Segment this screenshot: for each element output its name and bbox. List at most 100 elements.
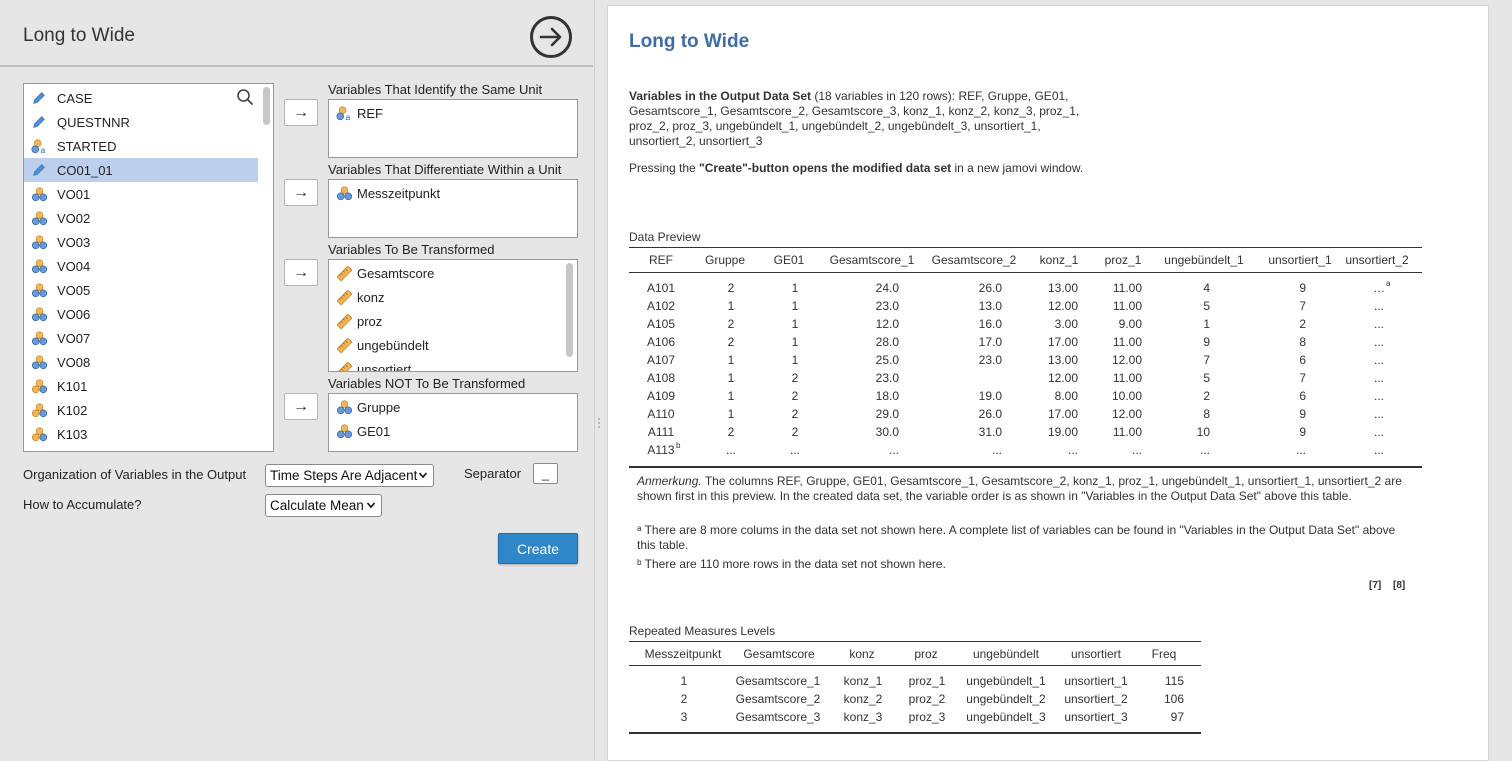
reference-7[interactable]: [7] [1369, 580, 1382, 591]
create-hint: Pressing the "Create"-button opens the m… [629, 161, 1083, 176]
preview-cell: 1 [727, 407, 735, 421]
organization-label: Organization of Variables in the Output [23, 467, 247, 482]
preview-cell: 13.00 [1047, 281, 1078, 295]
preview-cell: A109 [646, 389, 676, 403]
variable-item[interactable]: K103 [24, 422, 258, 446]
variable-item[interactable]: K102 [24, 398, 258, 422]
preview-cell: ... [1373, 371, 1384, 385]
collapse-arrow-button[interactable] [530, 16, 572, 58]
id-pencil-icon [30, 89, 48, 107]
transform-box-scrollbar[interactable] [566, 263, 573, 357]
assigned-variable[interactable]: Messzeitpunkt [335, 183, 440, 203]
preview-column-header: proz_1 [1104, 253, 1142, 267]
preview-column-header: REF [649, 253, 673, 267]
chevron-down-icon [366, 502, 376, 509]
panel-splitter[interactable] [597, 416, 601, 432]
ordinal-icon [30, 377, 48, 395]
preview-note-italic: Anmerkung. [637, 474, 702, 488]
preview-cell: 24.0 [875, 281, 899, 295]
preview-column-header: unsortiert_1 [1268, 253, 1332, 267]
move-to-differentiate-button[interactable]: → [284, 179, 318, 206]
levels-cell: unsortiert_3 [1064, 710, 1128, 724]
preview-cell: … [1373, 281, 1385, 295]
assigned-variable[interactable]: konz [335, 287, 384, 307]
preview-cell: 13.00 [1047, 353, 1078, 367]
accumulate-label: How to Accumulate? [23, 497, 142, 512]
preview-cell: A113 [647, 443, 675, 457]
variable-name: VO06 [57, 306, 91, 322]
assigned-variable[interactable]: a REF [335, 103, 383, 123]
preview-cell: 10.00 [1111, 389, 1142, 403]
levels-cell: ungebündelt_2 [966, 692, 1046, 706]
variable-item[interactable]: K101 [24, 374, 258, 398]
variable-name: VO02 [57, 210, 91, 226]
options-title: Long to Wide [23, 25, 135, 46]
preview-cell: 12.00 [1047, 371, 1078, 385]
move-to-identify-button[interactable]: → [284, 99, 318, 126]
levels-cell: Gesamtscore_1 [735, 674, 821, 688]
assigned-variable[interactable]: Gesamtscore [335, 263, 434, 283]
preview-cell: 2 [727, 317, 735, 331]
assigned-variable[interactable]: ungebündelt [335, 335, 429, 355]
preview-cell: 18.0 [875, 389, 899, 403]
move-to-transform-button[interactable]: → [284, 259, 318, 286]
accumulate-select[interactable]: Calculate Mean [265, 494, 382, 517]
variable-item[interactable]: VO04 [24, 254, 258, 278]
preview-cell: 2 [727, 425, 735, 439]
preview-cell: 5 [1203, 371, 1210, 385]
nominal-icon [30, 233, 48, 251]
preview-column-header: Gruppe [704, 253, 746, 267]
preview-cell: 2 [727, 281, 735, 295]
preview-cell: A111 [647, 425, 675, 439]
variable-item[interactable]: VO01 [24, 182, 258, 206]
nominal-icon [30, 329, 48, 347]
organization-select[interactable]: Time Steps Are Adjacent [265, 464, 434, 487]
nominal-icon [30, 257, 48, 275]
variable-item[interactable]: CO01_01 [24, 158, 258, 182]
variable-list[interactable]: K103 K102 K101 VO08 VO07 VO06 VO05 VO04 VO03 VO02… [23, 83, 274, 452]
variable-item[interactable]: VO08 [24, 350, 258, 374]
separator-input[interactable]: _ [533, 463, 558, 484]
preview-cell: 7 [1299, 371, 1306, 385]
reference-8[interactable]: [8] [1393, 580, 1406, 591]
preview-cell: 2 [791, 407, 799, 421]
levels-cell: proz_2 [908, 692, 946, 706]
identify-box[interactable]: a REF [328, 99, 578, 158]
create-button[interactable]: Create [498, 533, 578, 564]
variable-item[interactable]: VO03 [24, 230, 258, 254]
results-scrollbar-track[interactable] [1490, 5, 1512, 761]
variable-item[interactable]: CASE [24, 86, 258, 110]
assigned-variable[interactable]: unsortiert [335, 359, 411, 371]
assigned-variable[interactable]: GE01 [335, 421, 390, 441]
preview-top-rule [629, 247, 1422, 248]
variable-item[interactable]: VO06 [24, 302, 258, 326]
variable-item[interactable]: VO02 [24, 206, 258, 230]
not-transform-label: Variables NOT To Be Transformed [328, 376, 526, 391]
variable-item[interactable]: VO05 [24, 278, 258, 302]
output-vars-line1-rest: (18 variables in 120 rows): REF, Gruppe,… [811, 89, 1069, 103]
assigned-variable[interactable]: proz [335, 311, 382, 331]
search-icon[interactable] [236, 88, 254, 106]
move-to-not-transform-button[interactable]: → [284, 393, 318, 420]
transform-box[interactable]: Gesamtscore konz proz ungebündelt unsortiert [328, 259, 578, 372]
variable-item[interactable]: VO07 [24, 326, 258, 350]
assigned-variable-name: proz [357, 313, 383, 329]
id-pencil-icon [30, 113, 48, 131]
preview-cell: 1 [791, 353, 799, 367]
preview-cell: 1 [727, 299, 735, 313]
variable-name: VO04 [57, 258, 91, 274]
identify-label: Variables That Identify the Same Unit [328, 82, 543, 97]
footnote-a-marker: a [1386, 279, 1391, 288]
not-transform-box[interactable]: Gruppe GE01 [328, 393, 578, 452]
output-vars-line2: Gesamtscore_1, Gesamtscore_2, Gesamtscor… [629, 104, 1080, 118]
preview-cell: 11.00 [1112, 299, 1142, 313]
preview-column-header: ungebündelt_1 [1164, 253, 1244, 267]
variable-item[interactable]: QUESTNNR [24, 110, 258, 134]
variable-list-scrollbar[interactable] [263, 87, 270, 125]
variable-item[interactable]: a STARTED [24, 134, 258, 158]
levels-cell: unsortiert_1 [1064, 674, 1128, 688]
levels-cell: konz_1 [843, 674, 883, 688]
differentiate-box[interactable]: Messzeitpunkt [328, 179, 578, 238]
assigned-variable[interactable]: Gruppe [335, 397, 400, 417]
assigned-variable-name: Messzeitpunkt [357, 185, 441, 201]
